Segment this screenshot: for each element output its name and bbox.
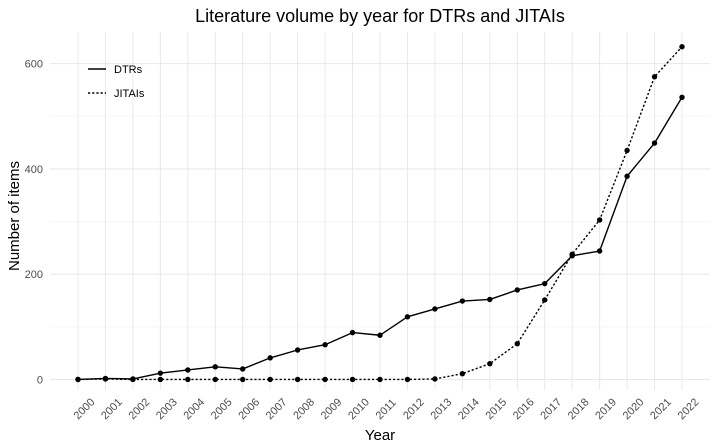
data-point-dtrs [459, 298, 466, 304]
data-point-dtrs [240, 366, 246, 372]
data-point-jitais [459, 370, 466, 377]
data-point-dtrs [349, 329, 356, 336]
x-tick-label: 2000 [72, 396, 98, 422]
x-tick-label: 2006 [236, 396, 262, 422]
data-point-jitais [651, 74, 658, 80]
x-tick-label: 2018 [566, 396, 592, 422]
data-point-dtrs [487, 296, 493, 303]
data-point-jitais [157, 376, 164, 383]
x-tick-label: 2016 [511, 396, 537, 422]
x-axis-title: Year [365, 427, 395, 444]
data-point-dtrs [294, 347, 301, 353]
data-point-jitais [267, 376, 273, 383]
x-tick-label: 2005 [209, 396, 235, 422]
data-point-dtrs [651, 140, 658, 146]
data-point-jitais [75, 376, 81, 383]
legend: DTRs JITAIs [88, 64, 145, 100]
series-line-jitais [77, 46, 683, 381]
data-point-jitais [432, 376, 438, 382]
x-tick-label: 2009 [319, 396, 345, 422]
y-tick-label: 0 [37, 374, 43, 386]
data-point-dtrs [185, 367, 191, 373]
data-point-jitais [240, 376, 246, 383]
data-point-dtrs [624, 173, 630, 179]
data-point-jitais [569, 251, 575, 257]
data-point-jitais [322, 376, 328, 383]
data-point-jitais [596, 217, 603, 223]
x-tick-label: 2004 [181, 396, 207, 422]
y-axis-title: Number of items [6, 161, 23, 271]
data-point-dtrs [596, 248, 603, 254]
data-point-dtrs [404, 314, 411, 320]
data-point-dtrs [542, 280, 548, 287]
x-tick-label: 2001 [99, 396, 125, 422]
data-point-jitais [377, 376, 383, 383]
grid-lines [50, 32, 710, 390]
data-point-jitais [102, 376, 109, 382]
x-tick-label: 2010 [346, 396, 372, 422]
series-layer [75, 44, 685, 383]
data-point-jitais [212, 376, 218, 383]
data-point-dtrs [322, 342, 328, 348]
data-point-dtrs [212, 364, 218, 370]
x-tick-label: 2013 [429, 396, 455, 422]
x-tick-label: 2017 [538, 396, 564, 422]
x-tick-label: 2007 [264, 396, 290, 422]
y-tick-label: 200 [25, 269, 43, 281]
data-point-dtrs [157, 370, 164, 376]
data-point-jitais [624, 147, 630, 154]
data-point-jitais [185, 376, 191, 383]
data-point-jitais [542, 297, 548, 303]
x-tick-label: 2022 [676, 396, 702, 422]
data-point-jitais [487, 360, 493, 367]
data-point-dtrs [267, 355, 273, 361]
data-point-jitais [349, 376, 356, 383]
x-tick-label: 2015 [483, 396, 509, 422]
data-point-dtrs [679, 94, 685, 100]
y-tick-label: 600 [25, 59, 43, 71]
x-tick-label: 2014 [456, 396, 482, 422]
y-tick-label: 400 [25, 164, 43, 176]
x-tick-label: 2012 [401, 396, 427, 422]
legend-label-jitais: JITAIs [114, 88, 145, 100]
chart-title: Literature volume by year for DTRs and J… [195, 6, 565, 26]
x-tick-label: 2011 [374, 397, 399, 422]
data-point-dtrs [377, 332, 383, 338]
data-point-jitais [679, 44, 685, 50]
x-tick-label: 2002 [127, 396, 153, 422]
data-point-jitais [514, 340, 520, 347]
data-point-dtrs [432, 306, 438, 312]
legend-label-dtrs: DTRs [114, 64, 143, 76]
data-point-jitais [130, 376, 136, 383]
x-tick-label: 2020 [621, 396, 647, 422]
x-tick-label: 2021 [648, 396, 674, 422]
data-point-dtrs [514, 287, 520, 293]
data-point-jitais [404, 376, 411, 383]
x-tick-label: 2008 [291, 396, 317, 422]
x-tick-label: 2003 [154, 396, 180, 422]
data-point-jitais [294, 376, 301, 383]
x-tick-label: 2019 [593, 396, 619, 422]
